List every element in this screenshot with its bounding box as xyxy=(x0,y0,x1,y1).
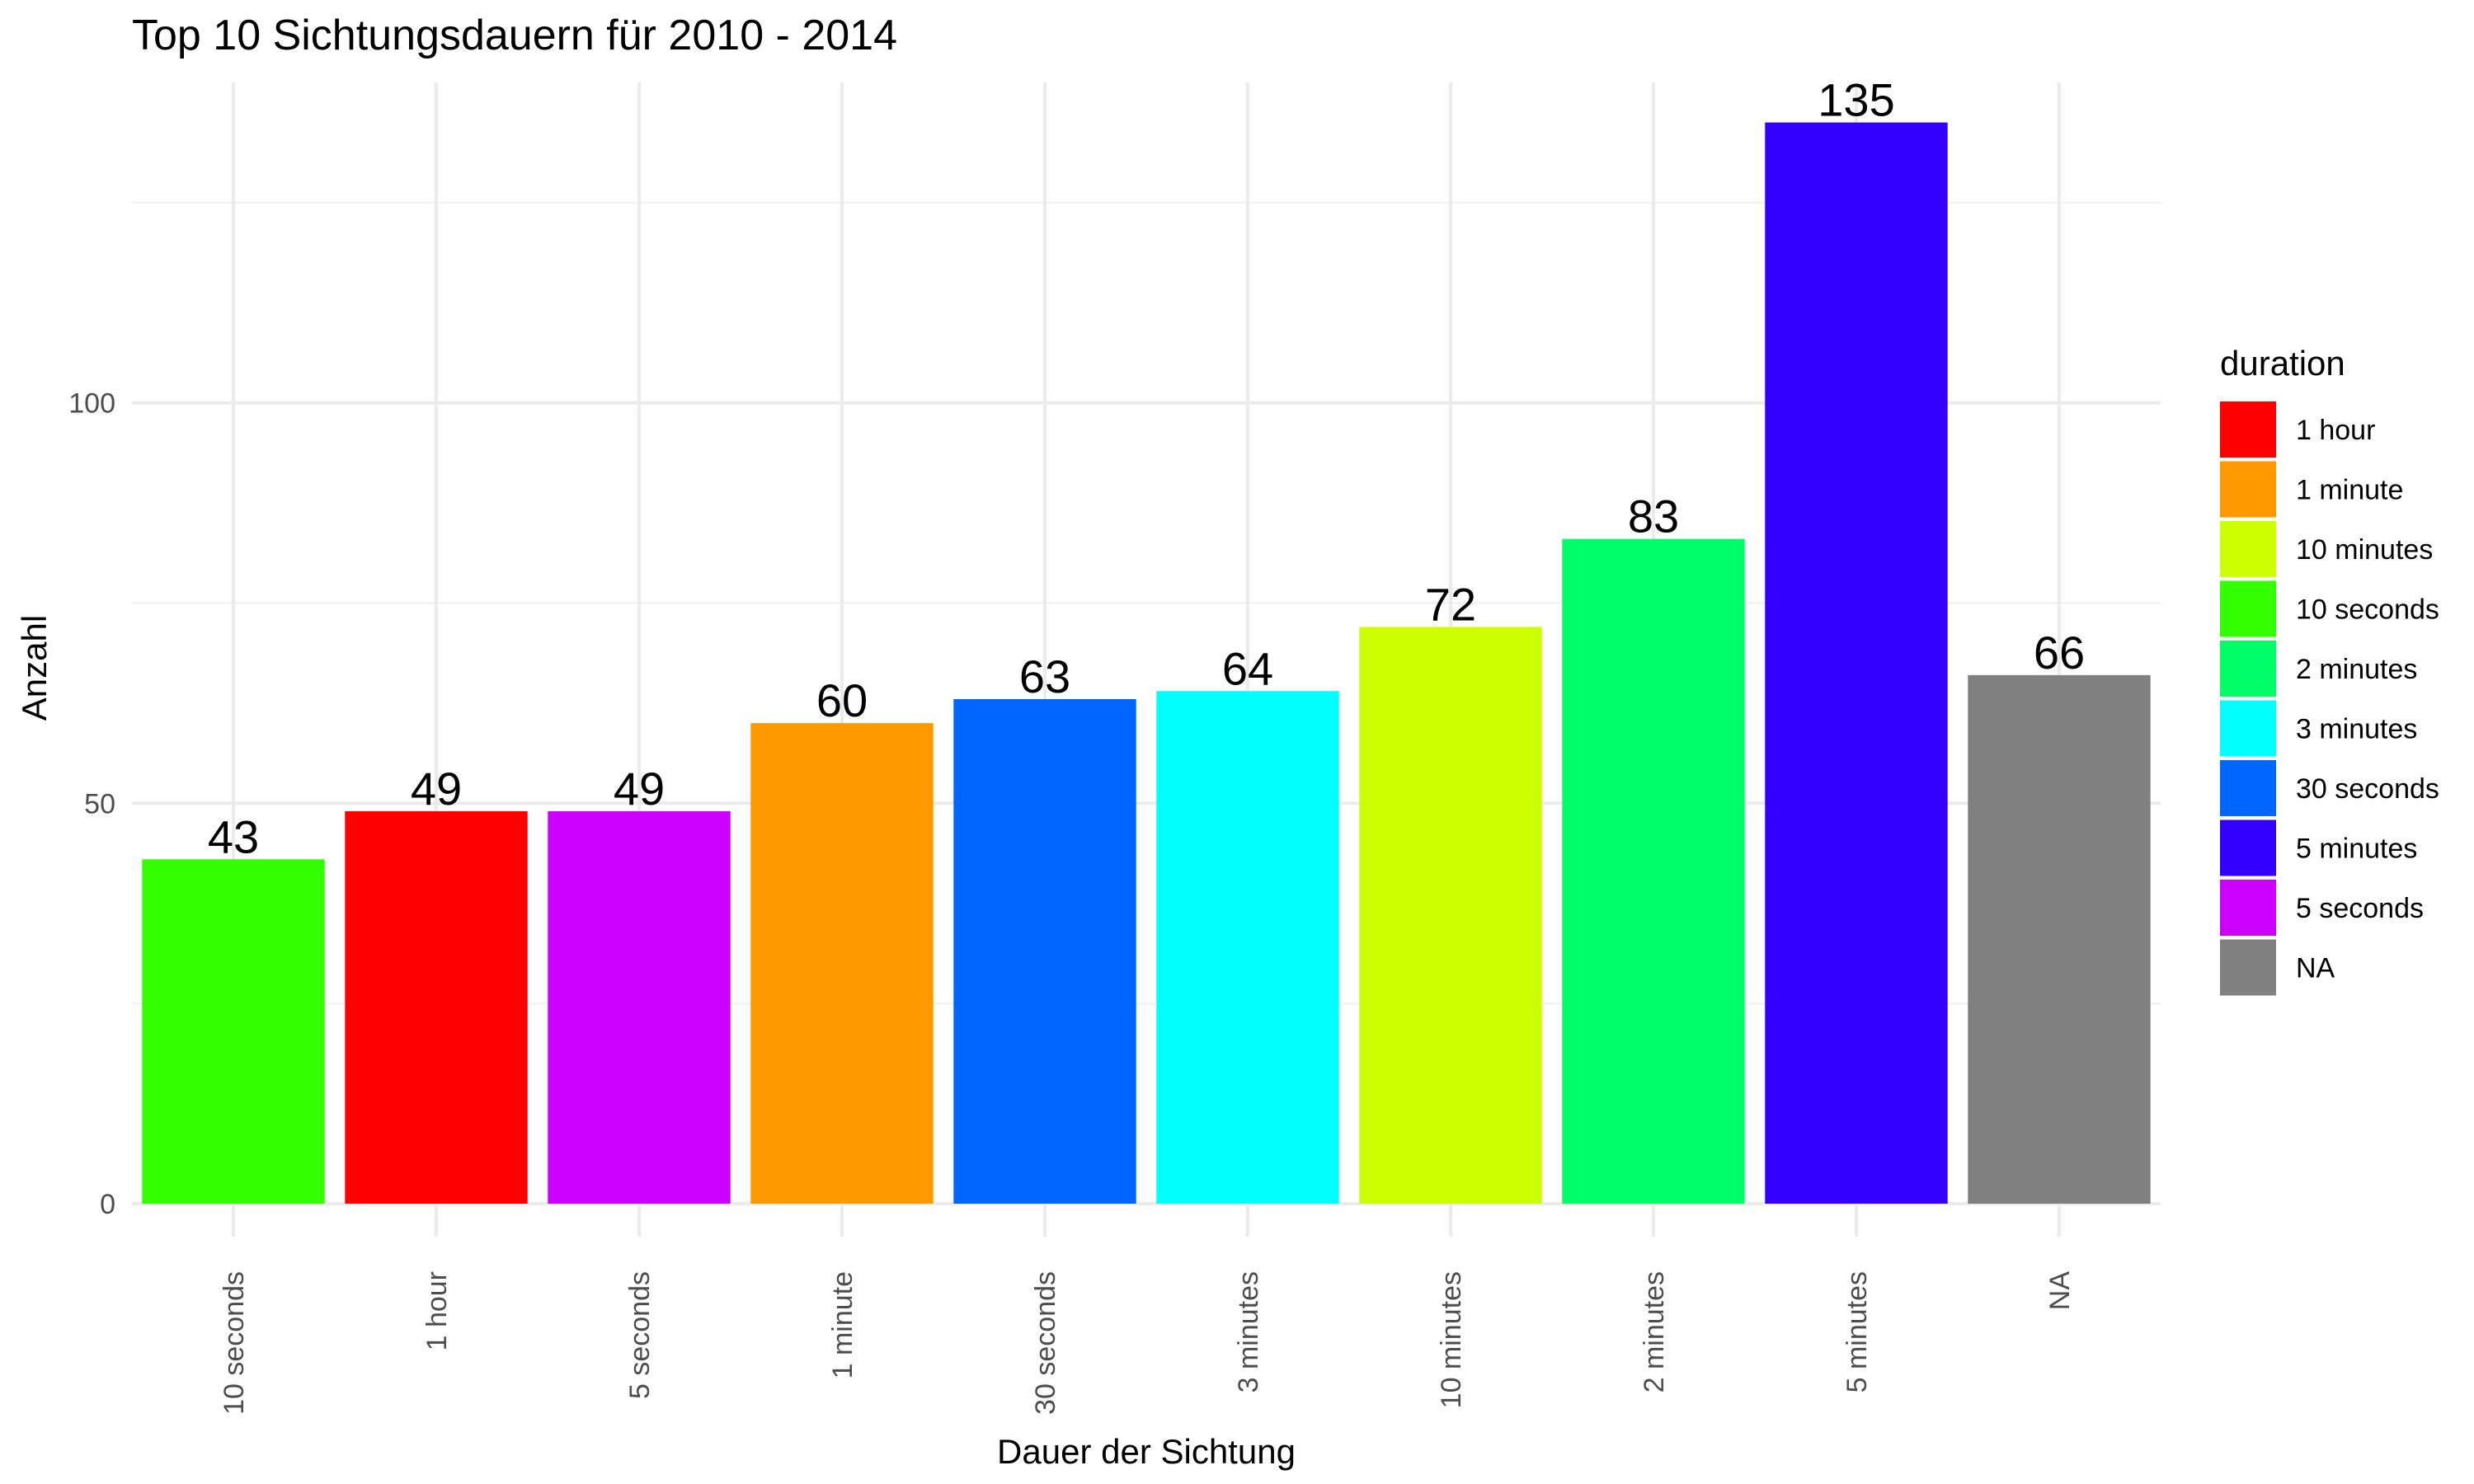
bar xyxy=(548,811,731,1204)
bar xyxy=(750,723,934,1204)
legend-label: 3 minutes xyxy=(2296,714,2417,745)
data-label: 43 xyxy=(208,810,259,862)
data-label: 49 xyxy=(411,763,462,815)
bar xyxy=(1359,627,1542,1204)
bar xyxy=(142,859,325,1204)
data-label: 66 xyxy=(2034,627,2085,679)
legend-label: 5 seconds xyxy=(2296,893,2424,924)
data-label: 64 xyxy=(1222,642,1273,694)
y-tick-label: 50 xyxy=(84,788,115,819)
data-label: 83 xyxy=(1628,491,1679,542)
x-tick-label: 5 seconds xyxy=(624,1271,656,1399)
legend-label: 30 seconds xyxy=(2296,773,2439,805)
legend-label: 1 minute xyxy=(2296,475,2403,506)
legend-label: 2 minutes xyxy=(2296,654,2417,685)
bar xyxy=(953,699,1136,1204)
chart-title: Top 10 Sichtungsdauern für 2010 - 2014 xyxy=(132,12,897,59)
legend-title: duration xyxy=(2220,344,2345,383)
y-axis-ticks: 0 50 100 xyxy=(68,388,115,1220)
x-tick-label: 3 minutes xyxy=(1233,1271,1264,1392)
legend-key xyxy=(2220,939,2276,996)
legend-label: 10 seconds xyxy=(2296,594,2439,626)
legend-label: 5 minutes xyxy=(2296,834,2417,865)
legend-key xyxy=(2220,402,2276,458)
x-tick-label: 2 minutes xyxy=(1639,1271,1670,1392)
x-tick-label: 30 seconds xyxy=(1030,1271,1061,1415)
x-tick-label: 10 seconds xyxy=(219,1271,250,1415)
x-axis-ticks: 10 seconds 1 hour 5 seconds 1 minute 30 seco… xyxy=(219,1271,2076,1415)
x-tick-label: NA xyxy=(2044,1271,2076,1311)
x-axis-title: Dauer der Sichtung xyxy=(997,1432,1296,1471)
data-label: 63 xyxy=(1019,650,1070,702)
bar xyxy=(345,811,528,1204)
data-label: 60 xyxy=(816,674,868,726)
legend-key xyxy=(2220,819,2276,876)
x-tick-label: 1 hour xyxy=(421,1271,453,1350)
bar xyxy=(1968,674,2151,1204)
legend-key xyxy=(2220,641,2276,697)
bar xyxy=(1156,691,1339,1204)
legend-key xyxy=(2220,461,2276,518)
y-tick-label: 0 xyxy=(100,1189,115,1220)
data-label: 72 xyxy=(1425,579,1476,631)
legend-key xyxy=(2220,880,2276,936)
y-tick-label: 100 xyxy=(68,388,115,420)
data-label: 49 xyxy=(614,763,665,815)
legend-key xyxy=(2220,521,2276,577)
legend-key xyxy=(2220,580,2276,637)
legend-key xyxy=(2220,760,2276,816)
bar xyxy=(1765,122,1948,1205)
x-tick-label: 5 minutes xyxy=(1841,1271,1873,1392)
legend-label: 10 minutes xyxy=(2296,534,2433,566)
legend: duration 1 hour 1 minute 10 minutes 10 seco… xyxy=(2220,344,2439,996)
legend-key xyxy=(2220,700,2276,757)
bar xyxy=(1562,538,1745,1204)
legend-label: NA xyxy=(2296,953,2335,984)
data-label: 135 xyxy=(1818,74,1894,126)
legend-items: 1 hour 1 minute 10 minutes 10 seconds 2 minu… xyxy=(2220,402,2439,996)
x-tick-label: 1 minute xyxy=(827,1271,858,1378)
x-tick-label: 10 minutes xyxy=(1436,1271,1467,1408)
bars-group xyxy=(142,122,2151,1205)
legend-label: 1 hour xyxy=(2296,415,2375,446)
data-labels-group: 43 49 49 60 63 64 72 83 135 66 xyxy=(208,74,2085,863)
y-axis-title: Anzahl xyxy=(15,615,54,721)
